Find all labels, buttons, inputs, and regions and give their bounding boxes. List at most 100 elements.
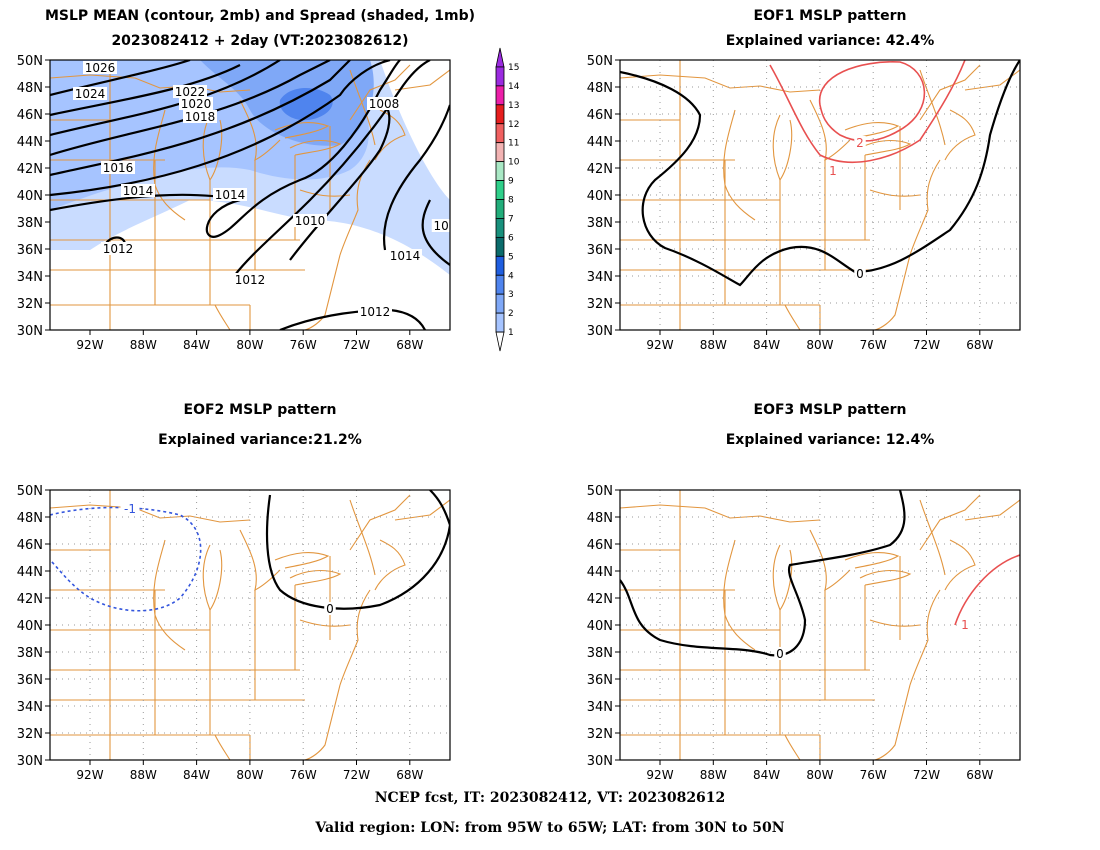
lat-label-50N: 50N (17, 484, 43, 499)
lat-label-40N: 40N (587, 189, 613, 204)
lon-label-76W: 76W (290, 338, 317, 352)
eof3-label-0: 0 (776, 647, 784, 661)
lon-label-88W: 88W (700, 338, 727, 352)
lon-label-80W: 80W (806, 338, 833, 352)
colorbar-label-6: 6 (508, 233, 514, 243)
colorbar-bin-10 (495, 161, 505, 181)
contour-label-1022-bg (173, 85, 207, 98)
panel3-subtitle: Explained variance:21.2% (158, 432, 362, 448)
lat-label-30N: 30N (587, 754, 613, 769)
eof1-label-0: 0 (856, 267, 864, 281)
lat-label-36N: 36N (17, 673, 43, 688)
contour-label-1018: 1018 (185, 110, 216, 124)
lon-label-84W: 84W (753, 338, 780, 352)
panel2-subtitle: Explained variance: 42.4% (725, 33, 935, 49)
lon-label-72W: 72W (343, 768, 370, 782)
isobar-1012 (50, 60, 401, 238)
contour-label-1008-bg (367, 97, 401, 110)
lon-label-68W: 68W (396, 768, 423, 782)
isobar-1020 (50, 60, 281, 137)
eof2-label-neg1-bg (120, 502, 140, 515)
lon-label-92W: 92W (76, 338, 103, 352)
isobar-1008 (289, 99, 391, 261)
colorbar-bin-2 (495, 312, 505, 333)
colorbar-label-14: 14 (508, 82, 520, 92)
lon-label-84W: 84W (753, 768, 780, 782)
colorbar-label-2: 2 (508, 309, 514, 319)
lat-label-50N: 50N (587, 484, 613, 499)
lon-label-68W: 68W (396, 338, 423, 352)
colorbar-bin-5 (495, 255, 505, 276)
lon-label-92W: 92W (646, 768, 673, 782)
lat-label-30N: 30N (17, 754, 43, 769)
isobar-1016 (50, 60, 351, 177)
lon-label-88W: 88W (130, 338, 157, 352)
colorbar-bin-3 (495, 293, 505, 314)
contour-label-1012-bg (358, 305, 392, 318)
colorbar-label-3: 3 (508, 290, 514, 300)
lat-label-38N: 38N (17, 646, 43, 661)
contour-label-1014: 1014 (390, 249, 421, 263)
eof2-zero-contour (265, 490, 450, 610)
lon-label-80W: 80W (806, 768, 833, 782)
lat-label-36N: 36N (17, 243, 43, 258)
contour-label-101-bg (431, 219, 450, 232)
lon-label-92W: 92W (76, 768, 103, 782)
contour-label-1024: 1024 (75, 87, 106, 101)
colorbar-bin-12 (495, 123, 505, 144)
colorbar-bin-8 (495, 199, 505, 219)
colorbar-bin-7 (495, 218, 505, 238)
eof3-label-0-bg (774, 647, 786, 660)
eof1-contour-1 (769, 60, 966, 163)
lon-label-76W: 76W (860, 768, 887, 782)
isobar-1014 (50, 60, 391, 197)
lon-label-68W: 68W (966, 768, 993, 782)
lat-label-44N: 44N (587, 135, 613, 150)
lon-label-76W: 76W (290, 768, 317, 782)
colorbar-top-arrow (495, 47, 505, 68)
lon-label-84W: 84W (183, 768, 210, 782)
lat-label-44N: 44N (17, 565, 43, 580)
lat-label-36N: 36N (587, 243, 613, 258)
map-area-eof1: 2 1 0 (620, 60, 1020, 330)
colorbar-label-11: 11 (508, 139, 519, 149)
contour-label-1016-bg (101, 161, 135, 174)
eof1-zero-contour (620, 60, 1020, 287)
colorbar-bin-11 (495, 142, 505, 163)
lat-label-42N: 42N (17, 592, 43, 607)
contour-label-1012-bg (101, 242, 135, 255)
eof3-contour-1 (954, 554, 1020, 626)
isobar-1022 (50, 64, 241, 117)
contour-label-1026-bg (83, 61, 117, 74)
colorbar-label-15: 15 (508, 63, 519, 73)
lat-label-34N: 34N (587, 270, 613, 285)
isobar-1024 (50, 60, 191, 97)
contour-label-1008: 1008 (369, 97, 400, 111)
colorbar-bin-4 (495, 274, 505, 295)
colorbar-label-7: 7 (508, 214, 514, 224)
colorbar-label-13: 13 (508, 101, 519, 111)
eof2-label-0-bg (324, 602, 336, 615)
lon-label-88W: 88W (130, 768, 157, 782)
contour-label-1012: 1012 (360, 305, 391, 319)
map-panel-eof1: 2 1 0 50N 48N 46N 44N 42N 40N 38N 36N 34N 32N 30N 92W 8… (587, 54, 1021, 352)
contour-label-1014: 1014 (123, 184, 154, 198)
panel4-subtitle: Explained variance: 12.4% (725, 432, 935, 448)
lat-label-46N: 46N (587, 108, 613, 123)
lat-label-30N: 30N (587, 324, 613, 339)
lat-label-48N: 48N (17, 511, 43, 526)
lat-label-44N: 44N (587, 565, 613, 580)
lat-label-38N: 38N (587, 216, 613, 231)
colorbar-label-4: 4 (508, 271, 514, 281)
map-panel-eof2: -1 0 50N 48N 46N 44N 42N 40N 38N 36N 34N 32N 30N 92W 8… (17, 484, 451, 782)
lat-label-42N: 42N (587, 592, 613, 607)
eof1-label-1: 1 (829, 164, 837, 178)
isobar-1014c (421, 199, 450, 266)
contour-label-1012: 1012 (103, 242, 134, 256)
lon-label-72W: 72W (343, 338, 370, 352)
eof1-label-1-bg (827, 164, 839, 177)
